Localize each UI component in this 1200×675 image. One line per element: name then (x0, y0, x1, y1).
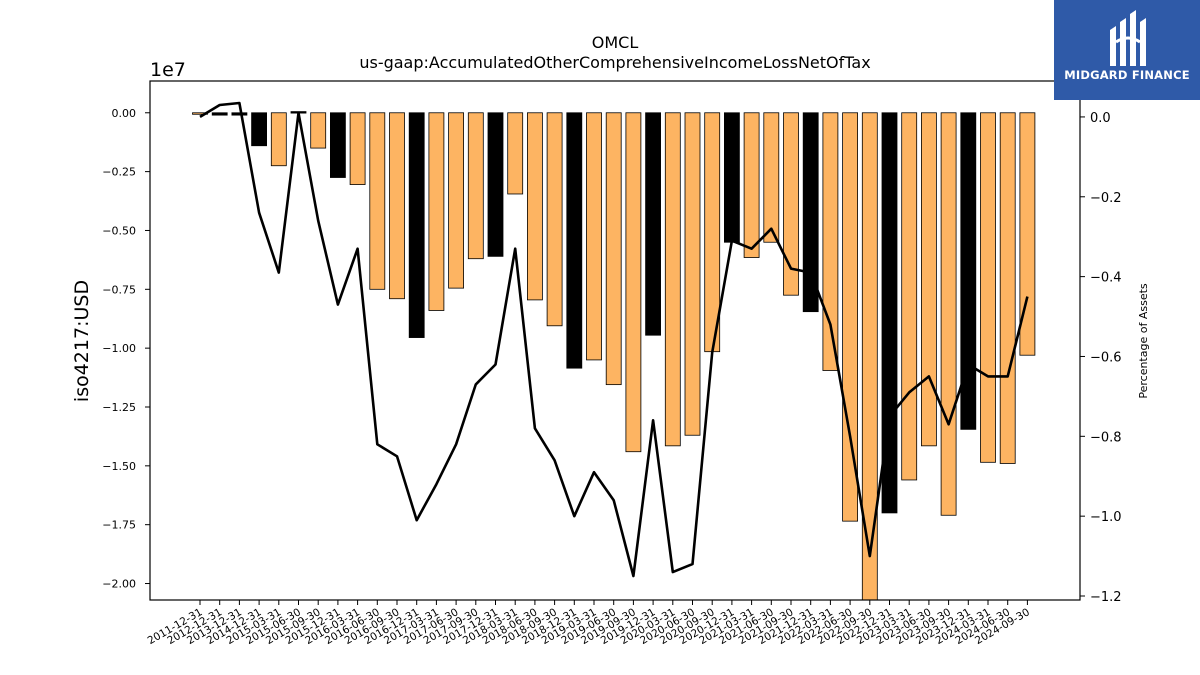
bar-2019-09-30 (625, 112, 642, 453)
bar-2019-12-31 (645, 112, 661, 336)
bar-2017-03-31 (428, 112, 445, 311)
y-multiplier: 1e7 (150, 59, 186, 81)
y-tick-label: −2.00 (102, 578, 136, 591)
y-tick-label: −0.50 (102, 224, 136, 237)
y2-tick-label: −0.8 (1090, 430, 1122, 445)
midgard-finance-logo: MIDGARD FINANCE (1054, 0, 1200, 100)
bar-2023-06-30 (921, 112, 937, 447)
y-tick-label: −1.75 (102, 519, 136, 532)
y2-axis-label: Percentage of Assets (1137, 283, 1150, 399)
y2-tick-label: −1.0 (1090, 510, 1122, 525)
bar-2024-09-30 (1019, 112, 1036, 356)
y2-tick-label: −0.4 (1090, 271, 1122, 286)
bar-2021-03-31 (743, 112, 760, 258)
bar-2015-03-31 (270, 112, 287, 167)
bar-2015-12-31 (329, 112, 346, 178)
bar-2018-03-31 (507, 112, 524, 195)
plot-area (192, 101, 1036, 601)
y2-tick-label: −0.2 (1090, 191, 1122, 206)
bar-2021-12-31 (802, 112, 819, 313)
bar-2022-03-31 (822, 112, 839, 371)
bar-2017-12-31 (487, 112, 504, 257)
y-tick-label: −1.50 (102, 460, 136, 473)
bar-2018-09-30 (546, 112, 563, 327)
plot-frame (149, 80, 1081, 601)
bar-2016-06-30 (369, 112, 386, 290)
y-tick-label: −1.25 (102, 401, 136, 414)
bar-2023-12-31 (960, 112, 977, 430)
bar-2020-03-31 (664, 112, 681, 447)
bar-2017-09-30 (467, 112, 484, 260)
bar-2021-06-30 (763, 112, 780, 243)
bar-2024-06-30 (999, 112, 1016, 464)
bar-2022-06-30 (842, 112, 858, 522)
chart-title: OMCL (592, 33, 639, 52)
y2-tick-label: 0.0 (1090, 111, 1111, 126)
bar-2016-03-31 (349, 112, 366, 185)
bar-2015-09-30 (310, 112, 327, 149)
bar-2024-03-31 (980, 112, 996, 463)
y-axis-label: iso4217:USD (71, 280, 93, 402)
logo-mark-icon (1110, 10, 1146, 66)
bar-2023-09-30 (940, 112, 957, 516)
bar-2018-06-30 (527, 112, 543, 301)
bar-2019-06-30 (605, 112, 622, 386)
bar-2014-12-31 (251, 112, 268, 147)
y2-tick-label: −0.6 (1090, 350, 1122, 365)
y-tick-label: −1.00 (102, 342, 136, 355)
bar-2013-12-31 (231, 112, 248, 116)
bar-2023-03-31 (901, 112, 918, 481)
y-tick-label: −0.25 (102, 166, 136, 179)
series-line-percentage-of-assets (199, 101, 1029, 578)
bar-2012-12-31 (211, 112, 228, 116)
bar-2018-12-31 (566, 112, 583, 369)
logo-text: MIDGARD FINANCE (1064, 68, 1190, 82)
bar-2016-12-31 (408, 112, 425, 338)
bar-2019-03-31 (586, 112, 602, 361)
bar-2021-09-30 (783, 112, 799, 296)
y-tick-label: −0.75 (102, 283, 136, 296)
y-tick-label: 0.00 (112, 107, 137, 120)
bar-2017-06-30 (448, 112, 465, 289)
y2-tick-label: −1.2 (1090, 590, 1122, 605)
bar-2016-09-30 (389, 112, 405, 300)
bar-2020-06-30 (684, 112, 701, 436)
chart-subtitle: us-gaap:AccumulatedOtherComprehensiveInc… (359, 53, 870, 72)
bar-2020-12-31 (724, 112, 740, 243)
